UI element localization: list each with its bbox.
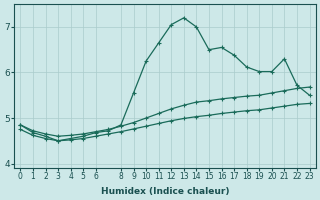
X-axis label: Humidex (Indice chaleur): Humidex (Indice chaleur) — [101, 187, 229, 196]
